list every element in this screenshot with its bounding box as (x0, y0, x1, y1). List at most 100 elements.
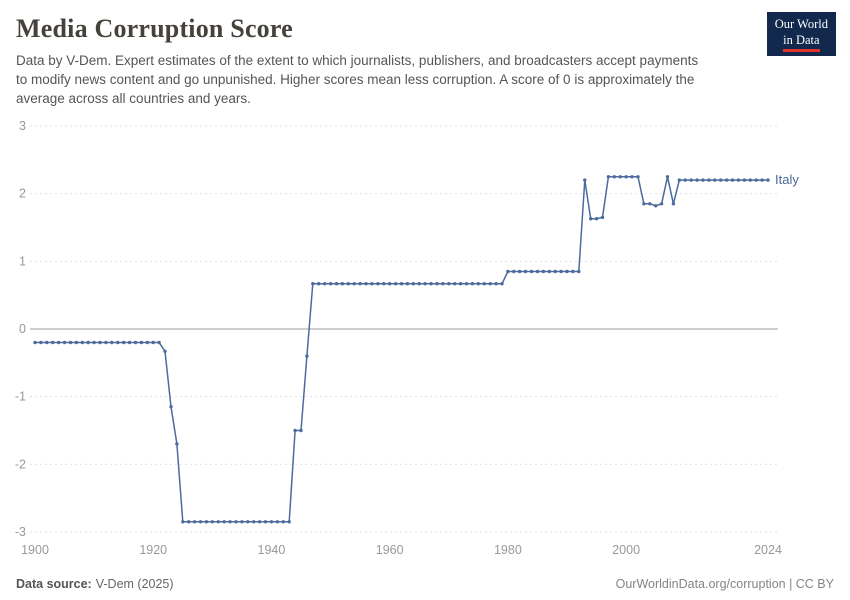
data-point[interactable] (86, 341, 90, 345)
data-point[interactable] (671, 202, 676, 206)
data-point[interactable] (618, 175, 622, 179)
data-point[interactable] (317, 282, 321, 286)
data-point[interactable] (74, 341, 79, 345)
data-point[interactable] (523, 270, 528, 274)
data-point[interactable] (340, 282, 345, 286)
data-point[interactable] (228, 520, 232, 524)
data-point[interactable] (606, 175, 611, 179)
data-point[interactable] (157, 341, 161, 345)
data-point[interactable] (500, 282, 504, 286)
data-point[interactable] (370, 282, 374, 286)
data-point[interactable] (116, 341, 120, 345)
data-point[interactable] (334, 282, 339, 286)
data-point[interactable] (630, 175, 634, 179)
data-point[interactable] (577, 270, 581, 274)
data-point[interactable] (665, 175, 670, 179)
data-point[interactable] (766, 178, 770, 183)
data-point[interactable] (263, 520, 268, 524)
data-point[interactable] (636, 175, 640, 179)
data-point[interactable] (98, 341, 102, 345)
data-point[interactable] (659, 202, 664, 206)
data-point[interactable] (145, 341, 149, 345)
data-point[interactable] (506, 270, 510, 274)
data-point[interactable] (169, 405, 173, 409)
data-point[interactable] (600, 216, 605, 220)
data-point[interactable] (583, 178, 587, 183)
data-point[interactable] (730, 178, 735, 183)
data-point[interactable] (447, 282, 451, 286)
data-point[interactable] (210, 520, 214, 524)
data-point[interactable] (305, 354, 309, 359)
data-point[interactable] (198, 520, 203, 524)
data-point[interactable] (163, 350, 167, 354)
data-point[interactable] (62, 341, 67, 345)
data-point[interactable] (122, 341, 126, 345)
data-point[interactable] (594, 217, 599, 221)
data-point[interactable] (252, 520, 256, 524)
data-point[interactable] (411, 282, 415, 286)
data-point[interactable] (405, 282, 410, 286)
data-point[interactable] (346, 282, 350, 286)
data-point[interactable] (92, 341, 96, 345)
data-point[interactable] (281, 520, 285, 524)
data-point[interactable] (707, 178, 711, 183)
data-point[interactable] (246, 520, 250, 524)
data-point[interactable] (56, 341, 61, 345)
data-point[interactable] (328, 282, 333, 286)
data-point[interactable] (547, 270, 551, 274)
data-point[interactable] (151, 341, 155, 345)
data-point[interactable] (689, 178, 693, 183)
data-point[interactable] (393, 282, 398, 286)
data-point[interactable] (68, 341, 73, 345)
data-point[interactable] (453, 282, 457, 286)
data-point[interactable] (589, 217, 593, 221)
data-point[interactable] (364, 282, 368, 286)
data-point[interactable] (311, 282, 315, 286)
data-point[interactable] (654, 204, 658, 208)
data-point[interactable] (559, 270, 563, 274)
data-point[interactable] (742, 178, 747, 183)
data-point[interactable] (417, 282, 421, 286)
data-point[interactable] (299, 429, 303, 433)
data-point[interactable] (541, 270, 546, 274)
data-point[interactable] (204, 520, 209, 524)
data-point[interactable] (33, 341, 37, 345)
data-point[interactable] (127, 341, 132, 345)
data-point[interactable] (110, 341, 114, 345)
data-point[interactable] (80, 341, 85, 345)
data-point[interactable] (518, 270, 522, 274)
data-point[interactable] (441, 282, 445, 286)
data-point[interactable] (719, 178, 723, 183)
data-point[interactable] (624, 175, 628, 179)
data-point[interactable] (535, 270, 540, 274)
data-point[interactable] (642, 202, 646, 206)
data-point[interactable] (399, 282, 404, 286)
data-point[interactable] (234, 520, 238, 524)
data-point[interactable] (423, 282, 427, 286)
data-point[interactable] (216, 520, 220, 524)
data-point[interactable] (257, 520, 262, 524)
data-point[interactable] (488, 282, 492, 286)
data-point[interactable] (275, 520, 280, 524)
data-point[interactable] (529, 270, 534, 274)
data-point[interactable] (376, 282, 380, 286)
data-point[interactable] (476, 282, 480, 286)
data-point[interactable] (388, 282, 392, 286)
data-point[interactable] (358, 282, 362, 286)
data-point[interactable] (45, 341, 49, 345)
data-point[interactable] (187, 520, 191, 524)
data-point[interactable] (293, 429, 297, 433)
data-point[interactable] (724, 178, 729, 183)
data-point[interactable] (323, 282, 327, 286)
data-point[interactable] (240, 520, 244, 524)
data-point[interactable] (482, 282, 486, 286)
data-point[interactable] (470, 282, 475, 286)
data-point[interactable] (222, 520, 226, 524)
data-point[interactable] (39, 341, 43, 345)
data-point[interactable] (677, 178, 681, 183)
data-point[interactable] (701, 178, 705, 183)
data-point[interactable] (754, 178, 758, 183)
data-point[interactable] (494, 282, 498, 286)
data-point[interactable] (736, 178, 741, 183)
data-point[interactable] (175, 442, 179, 447)
